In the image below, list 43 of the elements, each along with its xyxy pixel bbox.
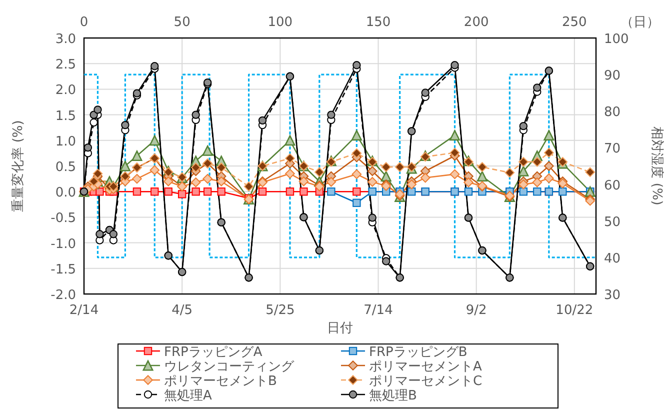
y-tick-label: -1.0: [50, 236, 76, 252]
y-tick-label: -2.0: [50, 288, 76, 303]
x2-axis-title: （日）: [620, 15, 660, 30]
y2-tick-label: 60: [604, 178, 621, 194]
y2-tick-label: 90: [604, 68, 621, 84]
y-tick-label: 3.0: [55, 32, 76, 47]
y2-tick-label: 80: [604, 105, 621, 120]
y2-tick-label: 100: [604, 32, 629, 47]
legend-label: ウレタンコーティング: [164, 360, 295, 374]
x2-tick-label: 200: [464, 15, 489, 30]
x-tick-label: 9/2: [466, 303, 487, 318]
y-tick-label: 0.5: [55, 160, 76, 175]
x-tick-label: 2/14: [69, 303, 99, 318]
legend-label: 無処理A: [164, 388, 212, 404]
legend-label: 無処理B: [369, 388, 417, 404]
x-tick-label: 10/22: [556, 303, 594, 318]
y-tick-label: 1.0: [55, 134, 76, 150]
y2-tick-label: 40: [604, 251, 621, 266]
x-tick-label: 4/5: [172, 303, 193, 318]
y-tick-label: -1.5: [50, 262, 76, 278]
legend-label: ポリマーセメントA: [369, 360, 482, 374]
y2-axis-title: 相対湿度 (%): [649, 126, 665, 206]
y-axis-title: 重量変化率 (%): [10, 120, 26, 212]
x-axis-title: 日付: [327, 321, 353, 336]
x2-tick-label: 150: [366, 15, 391, 30]
x-tick-label: 5/25: [266, 303, 295, 318]
y2-tick-label: 30: [604, 288, 621, 303]
legend-label: ポリマーセメントC: [369, 374, 482, 389]
x2-tick-label: 250: [562, 15, 587, 30]
y2-tick-label: 70: [604, 142, 621, 157]
x2-tick-label: 100: [268, 15, 293, 30]
y-tick-label: -0.5: [50, 211, 76, 226]
y-tick-label: 1.5: [55, 108, 76, 124]
legend-label: ポリマーセメントB: [164, 374, 277, 389]
y2-tick-label: 50: [604, 214, 621, 230]
x-tick-label: 7/14: [364, 303, 393, 318]
y-tick-label: 2.5: [55, 58, 76, 73]
x2-tick-label: 50: [174, 15, 190, 30]
x2-tick-label: 0: [80, 15, 88, 30]
legend-label: FRPラッピングA: [164, 345, 262, 360]
y-tick-label: 2.0: [55, 83, 76, 98]
legend-label: FRPラッピングB: [369, 345, 468, 360]
y-tick-label: 0.0: [55, 186, 76, 201]
